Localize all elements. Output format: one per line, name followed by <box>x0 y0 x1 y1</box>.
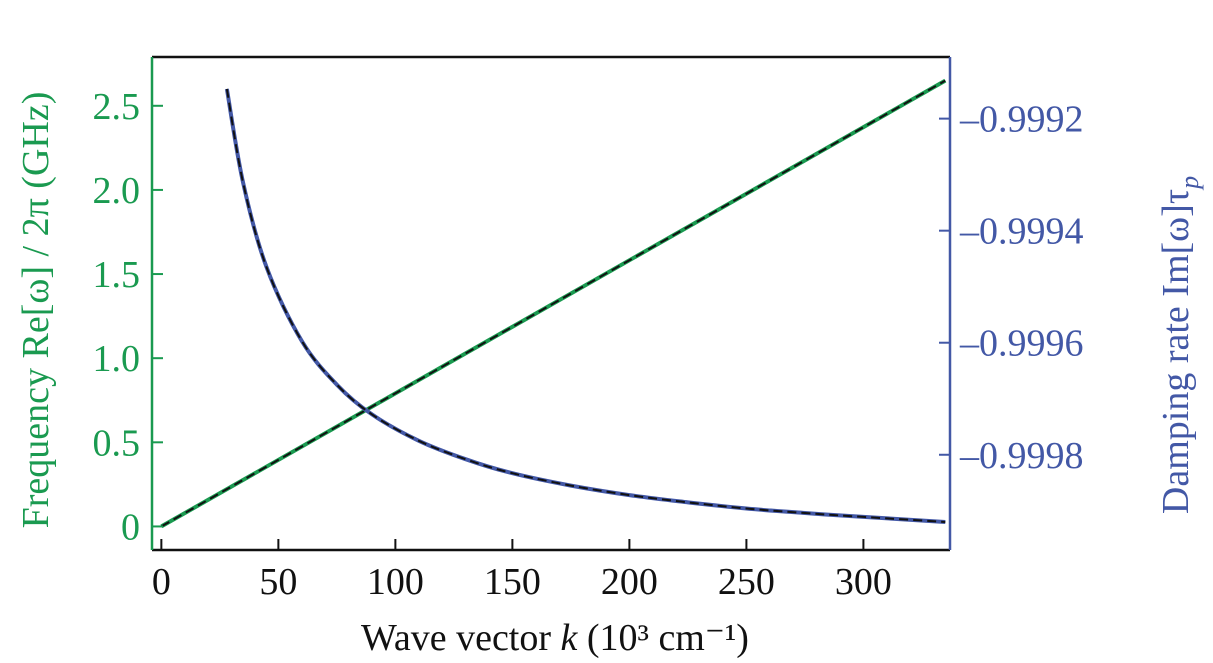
left-y-tick-label: 2.0 <box>93 170 141 212</box>
right-y-tick-label: –0.9992 <box>959 99 1084 141</box>
x-tick-label: 0 <box>152 561 171 603</box>
damping-rate-series-dashed-overlay <box>225 88 946 523</box>
left-y-tick-label: 0.5 <box>93 422 141 464</box>
left-y-tick-label: 1.0 <box>93 338 141 380</box>
x-tick-label: 300 <box>835 561 892 603</box>
x-tick-label: 100 <box>367 561 424 603</box>
left-y-tick-label: 1.5 <box>93 254 141 296</box>
x-tick-label: 250 <box>718 561 775 603</box>
damping-rate-series-line <box>224 88 946 524</box>
x-tick-label: 150 <box>484 561 541 603</box>
right-y-tick-label: –0.9996 <box>959 323 1084 365</box>
x-tick-label: 200 <box>601 561 658 603</box>
left-y-tick-label: 2.5 <box>93 86 141 128</box>
frequency-series-dashed-overlay <box>160 79 946 528</box>
right-y-axis-label: Damping rate Im[ω]τp <box>1155 176 1204 514</box>
x-tick-label: 50 <box>259 561 297 603</box>
right-y-tick-label: –0.9998 <box>959 435 1084 477</box>
left-y-axis-label: Frequency Re[ω] / 2π (GHz) <box>15 92 57 529</box>
left-y-tick-label: 0 <box>121 506 140 548</box>
right-y-tick-label: –0.9994 <box>959 211 1084 253</box>
x-axis-label: Wave vector k (10³ cm⁻¹) <box>361 617 749 659</box>
